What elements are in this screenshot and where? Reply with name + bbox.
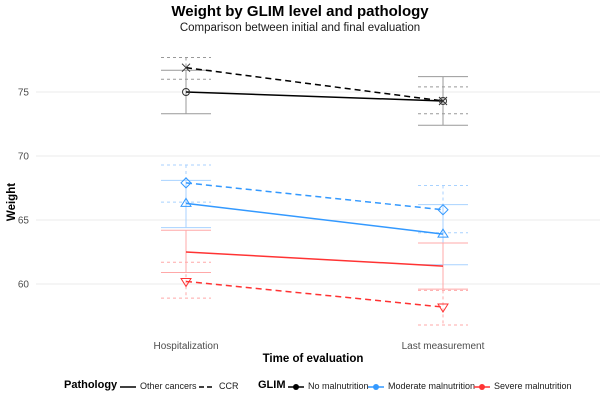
y-tick-label: 60 — [18, 280, 30, 291]
data-point — [180, 177, 192, 189]
data-point — [181, 63, 191, 73]
series-line — [185, 182, 444, 211]
legend-item-severe-malnutrition: Severe malnutrition — [494, 381, 572, 391]
legend-key-dashed-line — [199, 386, 215, 388]
x-tick-label: Hospitalization — [153, 341, 218, 352]
y-axis-label: Weight — [6, 183, 18, 221]
data-point — [439, 96, 447, 105]
legend-item-other-cancers: Other cancers — [140, 381, 197, 391]
legend-title-pathology: Pathology — [64, 379, 118, 391]
series-line — [185, 280, 444, 308]
chart-title: Weight by GLIM level and pathology — [171, 3, 429, 20]
legend-key-no-malnutrition — [288, 384, 304, 390]
chart-subtitle: Comparison between initial and final eva… — [179, 22, 421, 34]
legend: Pathology Other cancers CCR GLIM No maln… — [0, 379, 600, 398]
data-point — [182, 88, 190, 96]
data-point — [438, 96, 448, 106]
legend-item-no-malnutrition: No malnutrition — [308, 381, 369, 391]
legend-title-glim: GLIM — [258, 379, 286, 391]
legend-key-severe-malnutrition — [474, 384, 490, 390]
series-line — [185, 66, 444, 102]
data-point — [437, 303, 449, 313]
legend-key-solid-line — [120, 386, 136, 388]
series-line — [185, 202, 444, 235]
legend-item-ccr: CCR — [219, 381, 239, 391]
y-tick-label: 65 — [18, 216, 30, 227]
y-tick-label: 70 — [18, 152, 30, 163]
data-point — [437, 228, 449, 238]
x-tick-label: Last measurement — [402, 341, 485, 352]
legend-key-moderate-malnutrition — [368, 384, 384, 390]
data-point — [437, 204, 449, 216]
data-point — [180, 197, 192, 207]
series-line — [185, 91, 444, 102]
series-line — [185, 251, 444, 267]
x-axis-label: Time of evaluation — [263, 353, 364, 365]
y-tick-label: 75 — [18, 88, 30, 99]
legend-item-moderate-malnutrition: Moderate malnutrition — [388, 381, 476, 391]
data-point — [180, 277, 192, 288]
